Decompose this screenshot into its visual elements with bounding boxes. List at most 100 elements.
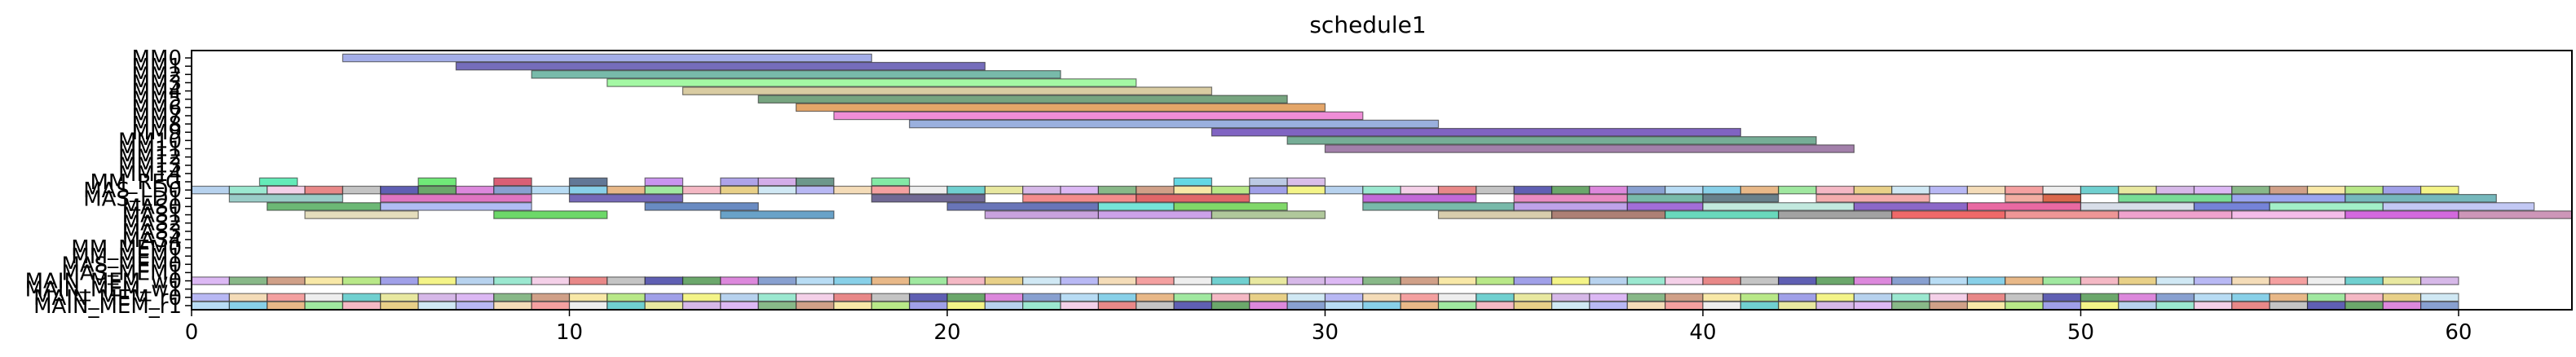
- task-bar: [1626, 202, 1704, 211]
- task-bar: [1550, 301, 1590, 311]
- task-bar: [1324, 185, 1364, 195]
- task-bar: [1400, 185, 1440, 195]
- task-bar: [2155, 185, 2195, 195]
- task-bar: [531, 70, 1061, 79]
- task-bar: [833, 293, 872, 302]
- task-bar: [2080, 185, 2119, 195]
- task-bar: [1324, 293, 1364, 302]
- plot-frame: [191, 50, 2573, 311]
- x-tick-label: 30: [1312, 320, 1339, 345]
- task-bar: [2193, 301, 2233, 311]
- task-bar: [2231, 276, 2270, 285]
- task-bar: [1665, 293, 1704, 302]
- task-bar: [795, 293, 835, 302]
- task-bar: [946, 301, 986, 311]
- y-tick-label: MAIN_MEM_r1: [33, 294, 182, 319]
- task-bar: [2231, 193, 2346, 203]
- task-bar: [2306, 276, 2346, 285]
- task-bar: [342, 293, 382, 302]
- task-bar: [984, 185, 1024, 195]
- task-bar: [1966, 293, 2006, 302]
- task-bar: [2155, 276, 2195, 285]
- task-bar: [871, 185, 911, 195]
- task-bar: [1929, 185, 1969, 195]
- task-bar: [1362, 185, 1401, 195]
- task-bar: [2382, 301, 2422, 311]
- task-bar: [342, 276, 382, 285]
- x-tick-label: 20: [933, 320, 960, 345]
- task-bar: [681, 293, 721, 302]
- task-bar: [607, 301, 646, 311]
- task-bar: [1249, 301, 1288, 311]
- task-bar: [1136, 185, 1175, 195]
- task-bar: [2080, 293, 2119, 302]
- task-bar: [2382, 185, 2422, 195]
- task-bar: [1022, 276, 1061, 285]
- task-bar: [417, 177, 457, 187]
- task-bar: [909, 293, 948, 302]
- task-bar: [380, 193, 532, 203]
- task-bar: [1778, 210, 1893, 219]
- task-bar: [2231, 301, 2270, 311]
- task-bar: [1136, 301, 1175, 311]
- task-bar: [493, 185, 532, 195]
- task-bar: [2193, 293, 2233, 302]
- y-axis: MM0MM1MM2MM3MM4MM5MM6MM7MM8MM9MM10MM11MM…: [25, 46, 192, 319]
- task-bar: [946, 202, 1099, 211]
- y-tick-label: MM1: [132, 55, 182, 79]
- task-bar: [568, 301, 608, 311]
- task-bar: [1211, 127, 1741, 137]
- task-bar: [1589, 301, 1628, 311]
- task-bar: [417, 301, 457, 311]
- task-bar: [1740, 185, 1780, 195]
- y-tick-label: MAS_LD1: [83, 187, 182, 211]
- task-bar: [267, 276, 306, 285]
- bars-layer: [191, 53, 2573, 311]
- task-bar: [871, 276, 911, 285]
- task-bar: [304, 276, 343, 285]
- task-bar: [757, 177, 797, 187]
- task-bar: [2231, 293, 2270, 302]
- task-bar: [1929, 276, 1969, 285]
- task-bar: [228, 185, 268, 195]
- task-bar: [2118, 210, 2233, 219]
- y-tick-label: MAS0: [122, 195, 182, 219]
- task-bar: [1136, 293, 1175, 302]
- task-bar: [1475, 185, 1515, 195]
- task-bar: [1324, 301, 1364, 311]
- task-bar: [228, 193, 343, 203]
- task-bar: [1665, 185, 1704, 195]
- task-bar: [681, 185, 721, 195]
- task-bar: [946, 185, 986, 195]
- task-bar: [493, 293, 532, 302]
- y-tick-label: MM_MEM1: [71, 245, 182, 269]
- task-bar: [1362, 202, 1515, 211]
- task-bar: [1173, 301, 1213, 311]
- task-bar: [795, 276, 835, 285]
- task-bar: [2269, 202, 2384, 211]
- task-bar: [1060, 276, 1099, 285]
- task-bar: [644, 202, 759, 211]
- task-bar: [342, 53, 872, 63]
- y-tick-label: MM10: [118, 129, 182, 153]
- task-bar: [1626, 193, 1704, 203]
- task-bar: [1815, 293, 1855, 302]
- task-bar: [342, 185, 382, 195]
- task-bar: [1211, 210, 1326, 219]
- task-bar: [909, 119, 1440, 129]
- task-bar: [946, 293, 986, 302]
- task-bar: [607, 276, 646, 285]
- task-bar: [2382, 293, 2422, 302]
- x-tick-label: 60: [2445, 320, 2472, 345]
- task-bar: [1550, 276, 1590, 285]
- y-tick-label: MM2: [132, 63, 182, 87]
- task-bar: [1740, 276, 1780, 285]
- task-bar: [1060, 301, 1099, 311]
- y-tick-label: MAS4: [122, 228, 182, 253]
- task-bar: [1626, 301, 1666, 311]
- task-bar: [228, 276, 268, 285]
- task-bar: [2344, 193, 2497, 203]
- task-bar: [2269, 301, 2309, 311]
- task-bar: [871, 301, 911, 311]
- task-bar: [2005, 293, 2044, 302]
